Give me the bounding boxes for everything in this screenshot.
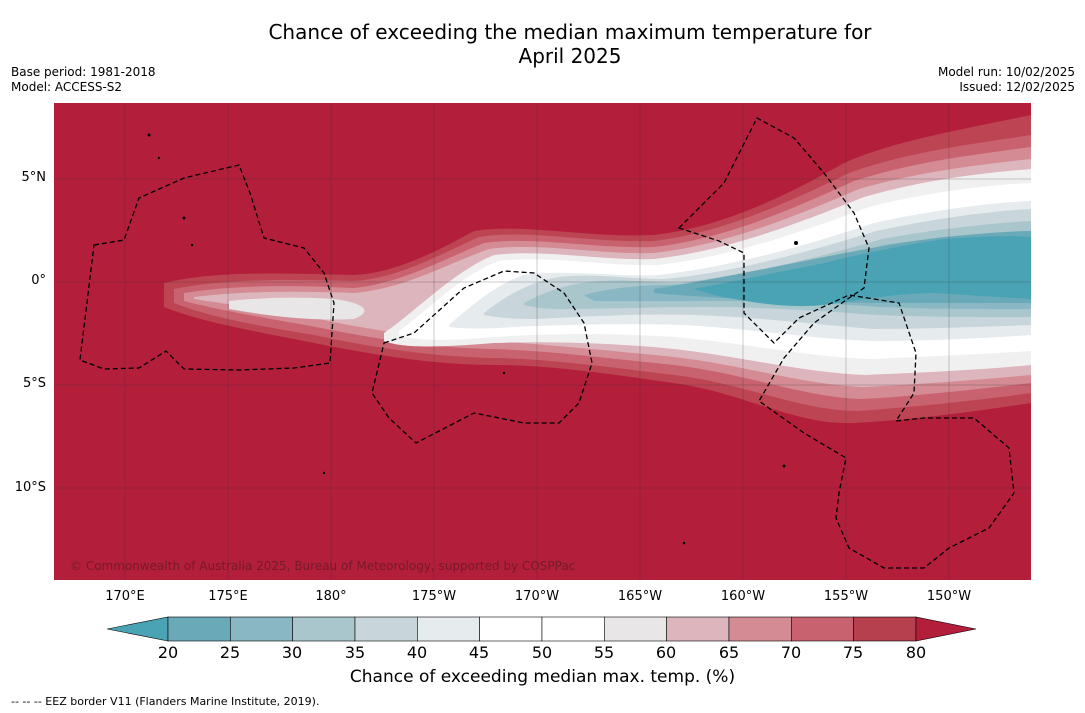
model-info: Base period: 1981-2018 Model: ACCESS-S2 xyxy=(11,65,156,95)
page-title: Chance of exceeding the median maximum t… xyxy=(0,20,1085,68)
copyright-notice: © Commonwealth of Australia 2025, Bureau… xyxy=(70,559,576,573)
colorbar-cell xyxy=(728,616,792,642)
colorbar-cell xyxy=(479,616,543,642)
lon-label-165w: 165°W xyxy=(617,589,663,604)
eez-kiribati-gilbert xyxy=(79,164,335,371)
colorbar-cell xyxy=(354,616,418,642)
islands xyxy=(147,133,798,545)
eez-legend-note: -- -- -- EEZ border V11 (Flanders Marine… xyxy=(11,695,320,708)
lat-label-10s: 10°S xyxy=(14,480,46,495)
title-line-1: Chance of exceeding the median maximum t… xyxy=(268,20,872,44)
colorbar-cell xyxy=(790,616,854,642)
graticule xyxy=(54,103,1031,580)
colorbar-cell xyxy=(541,616,605,642)
colorbar xyxy=(107,616,977,642)
colorbar-tick-50: 50 xyxy=(531,643,553,662)
colorbar-cell xyxy=(292,616,356,642)
lon-label-180: 180° xyxy=(315,589,347,604)
colorbar-tick-65: 65 xyxy=(718,643,740,662)
colorbar-tick-30: 30 xyxy=(281,643,303,662)
probability-map xyxy=(54,103,1031,580)
colorbar-arrow-low xyxy=(107,616,169,642)
contour-20 xyxy=(694,236,1031,307)
lon-label-170w: 170°W xyxy=(514,589,560,604)
colorbar-cell xyxy=(167,616,231,642)
lon-label-175e: 175°E xyxy=(208,589,248,604)
lon-label-155w: 155°W xyxy=(823,589,869,604)
colorbar-tick-20: 20 xyxy=(157,643,179,662)
model-run-text: Model run: 10/02/2025 xyxy=(937,65,1075,79)
colorbar-label: Chance of exceeding median max. temp. (%… xyxy=(349,667,736,687)
colorbar-cell xyxy=(666,616,730,642)
eez-line-islands xyxy=(677,117,1015,569)
colorbar-tick-40: 40 xyxy=(406,643,428,662)
colorbar-cell xyxy=(853,616,917,642)
base-period-text: Base period: 1981-2018 xyxy=(11,65,156,79)
colorbar-tick-55: 55 xyxy=(593,643,615,662)
colorbar-cell xyxy=(230,616,293,642)
issued-text: Issued: 12/02/2025 xyxy=(959,80,1075,94)
lat-label-5n: 5°N xyxy=(21,170,47,185)
colorbar-cells xyxy=(107,616,977,642)
model-text: Model: ACCESS-S2 xyxy=(11,80,123,94)
colorbar-tick-45: 45 xyxy=(468,643,490,662)
eez-phoenix xyxy=(371,270,593,444)
lat-label-0: 0° xyxy=(31,273,46,288)
run-info: Model run: 10/02/2025 Issued: 12/02/2025 xyxy=(938,65,1075,95)
colorbar-tick-25: 25 xyxy=(219,643,241,662)
colorbar-arrow-high xyxy=(915,616,977,642)
lat-label-5s: 5°S xyxy=(22,376,46,391)
title-line-2: April 2025 xyxy=(518,44,622,68)
lon-label-170e: 170°E xyxy=(105,589,145,604)
contour-55 xyxy=(229,297,365,320)
eez-borders xyxy=(79,117,1015,569)
colorbar-tick-70: 70 xyxy=(780,643,802,662)
colorbar-tick-35: 35 xyxy=(344,643,366,662)
colorbar-tick-75: 75 xyxy=(842,643,864,662)
lon-label-175w: 175°W xyxy=(411,589,457,604)
colorbar-cell xyxy=(604,616,667,642)
colorbar-tick-80: 80 xyxy=(905,643,927,662)
colorbar-tick-60: 60 xyxy=(655,643,677,662)
lon-label-150w: 150°W xyxy=(926,589,972,604)
colorbar-cell xyxy=(417,616,480,642)
lon-label-160w: 160°W xyxy=(720,589,766,604)
